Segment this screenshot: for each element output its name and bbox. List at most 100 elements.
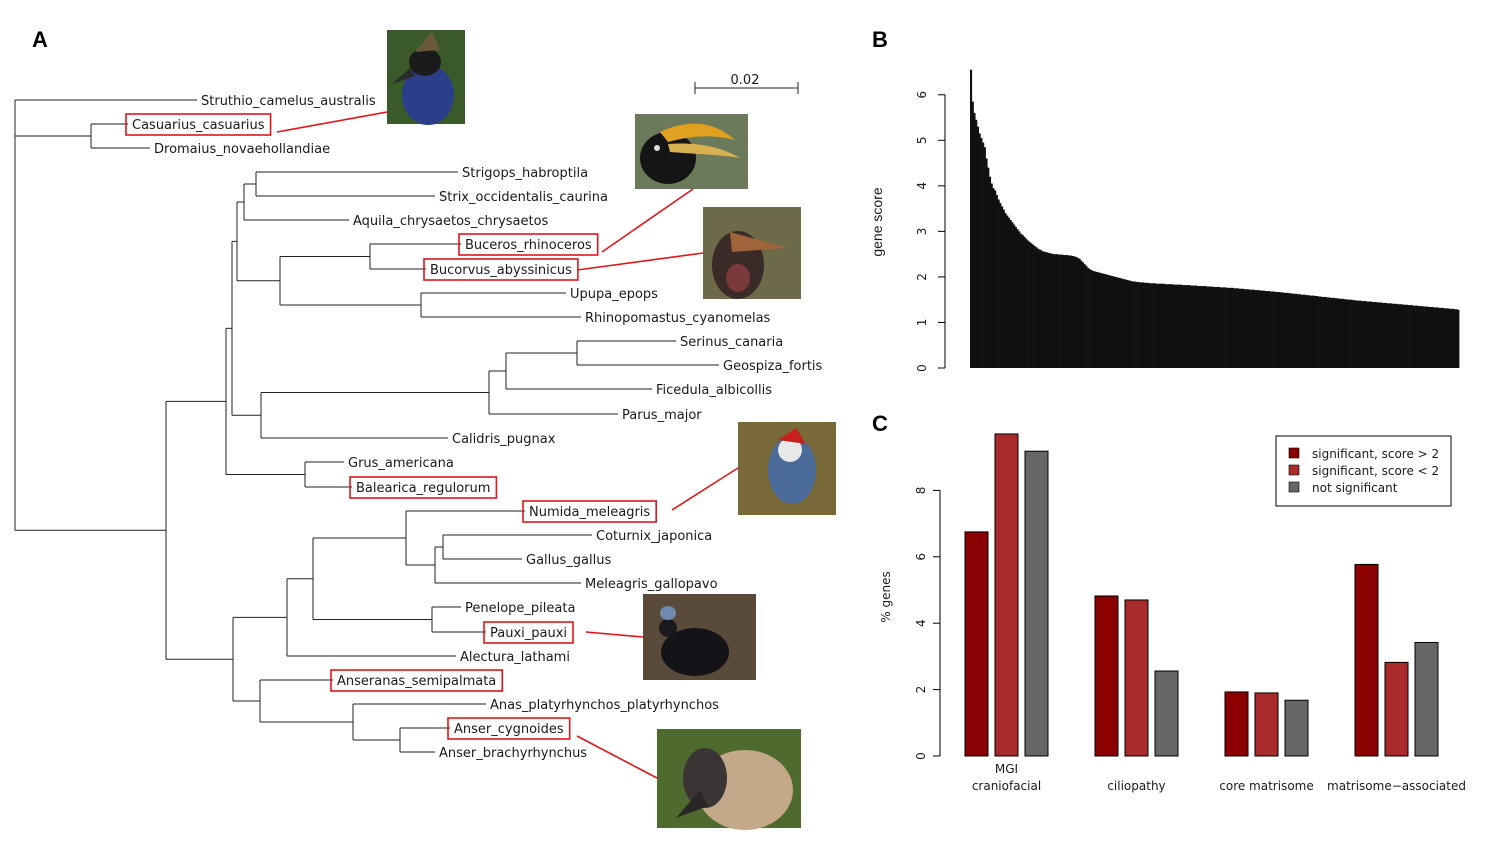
tree-leaf-label: Strix_occidentalis_caurina xyxy=(439,190,608,205)
gene-score-bar xyxy=(1076,257,1079,368)
gene-score-bar xyxy=(1443,308,1446,368)
gene-score-bar xyxy=(1002,209,1005,368)
gene-score-bar xyxy=(1398,304,1401,368)
gene-score-bar xyxy=(1025,238,1028,368)
gene-score-bar xyxy=(975,119,978,368)
gene-score-bar xyxy=(1147,282,1150,368)
gene-score-bar xyxy=(1290,293,1293,368)
gene-score-bar xyxy=(985,158,988,368)
gene-score-bar xyxy=(1155,283,1159,368)
gene-score-bar xyxy=(1329,297,1332,368)
gene-score-bar xyxy=(1014,226,1017,368)
gene-score-bar xyxy=(1372,301,1376,368)
tree-leaf-label: Struthio_camelus_australis xyxy=(201,94,376,109)
gene-score-bar xyxy=(1397,304,1400,368)
gene-score-bar xyxy=(1169,284,1172,368)
tree-leaf-label: Geospiza_fortis xyxy=(723,359,823,374)
gene-score-bar xyxy=(1118,277,1121,368)
gene-score-bar xyxy=(1402,304,1405,368)
gene-score-bar xyxy=(1161,283,1164,368)
gene-score-bar xyxy=(1434,307,1438,368)
tree-leaf-label: Anser_brachyrhynchus xyxy=(439,746,587,761)
gene-score-bar xyxy=(1149,283,1152,368)
gene-score-bar xyxy=(1173,284,1176,368)
gene-score-bar xyxy=(1044,251,1047,368)
gene-score-bar xyxy=(1448,308,1451,368)
gene-score-bar xyxy=(1180,284,1183,368)
gene-score-bar xyxy=(1291,293,1295,368)
gene-score-bar xyxy=(1171,284,1174,368)
gene-score-bar xyxy=(1061,254,1064,368)
gene-score-bar xyxy=(980,138,983,368)
y-tick-label: 2 xyxy=(914,686,928,694)
gene-score-bar xyxy=(1254,290,1257,368)
photo-ground-hornbill xyxy=(703,207,801,299)
gene-score-bar xyxy=(1276,291,1279,368)
gene-score-bar xyxy=(1429,306,1432,368)
gene-score-bar xyxy=(1152,283,1155,368)
category-label: core matrisome xyxy=(1219,779,1314,793)
y-tick-label: 0 xyxy=(914,752,928,760)
gene-score-bar xyxy=(1073,256,1076,368)
gene-score-bar xyxy=(1195,285,1198,368)
y-tick-label: 0 xyxy=(915,364,929,372)
y-tick-label: 3 xyxy=(915,228,929,236)
gene-score-bar xyxy=(1383,302,1386,368)
gene-score-bar xyxy=(1157,283,1160,368)
percent-genes-bar xyxy=(964,531,989,757)
gene-score-bar xyxy=(1226,287,1229,368)
y-tick-label: 5 xyxy=(915,136,929,144)
gene-score-bar xyxy=(1106,274,1109,368)
gene-score-bar xyxy=(973,112,976,368)
percent-genes-bar xyxy=(1154,670,1179,757)
gene-score-bar xyxy=(1364,301,1367,368)
panel-label-a: A xyxy=(32,27,48,52)
gene-score-bar xyxy=(1166,284,1169,368)
legend-swatch xyxy=(1288,481,1300,493)
gene-score-bar xyxy=(1400,304,1403,368)
gene-score-bar xyxy=(1267,291,1270,368)
gene-score-bar xyxy=(1319,296,1322,368)
gene-score-bar xyxy=(1013,224,1016,368)
gene-score-bar xyxy=(1056,254,1059,368)
gene-score-bar xyxy=(1262,290,1265,368)
gene-score-bar xyxy=(1083,264,1086,368)
highlight-box xyxy=(522,500,657,523)
gene-score-bar xyxy=(1391,303,1394,368)
gene-score-bar xyxy=(1242,288,1245,368)
gene-score-bar xyxy=(1004,213,1007,368)
gene-score-bar xyxy=(1376,302,1379,368)
gene-score-bar xyxy=(1228,287,1231,368)
gene-score-bar xyxy=(1095,271,1098,368)
gene-score-bar xyxy=(1410,305,1413,368)
gene-score-bar xyxy=(1099,272,1102,368)
gene-score-bar xyxy=(1421,306,1424,368)
legend-entry: significant, score < 2 xyxy=(1312,464,1439,478)
gene-score-bar xyxy=(1097,272,1100,368)
gene-score-bar xyxy=(1412,305,1415,368)
category-label: MGI xyxy=(995,762,1018,776)
gene-score-bar xyxy=(1403,304,1407,368)
gene-score-bar xyxy=(1433,307,1436,368)
gene-score-bar xyxy=(1026,240,1029,368)
gene-score-bar xyxy=(1231,287,1234,368)
gene-score-bar xyxy=(1293,293,1296,368)
gene-score-bar xyxy=(1245,289,1248,368)
gene-score-bar xyxy=(1455,309,1458,368)
tree-leaf-label: Anser_cygnoides xyxy=(454,722,564,737)
gene-score-bar xyxy=(1040,250,1043,368)
percent-genes-bar xyxy=(1124,599,1149,757)
gene-score-bar xyxy=(1088,269,1091,368)
gene-score-bar xyxy=(1393,303,1396,368)
gene-score-bar xyxy=(1405,304,1408,368)
tree-leaf-label: Casuarius_casuarius xyxy=(132,118,265,133)
gene-score-bar xyxy=(1057,254,1060,368)
gene-score-bar xyxy=(1019,233,1023,368)
tree-leaf-label: Calidris_pugnax xyxy=(452,432,556,447)
gene-score-bar xyxy=(1052,254,1055,368)
gene-score-bar xyxy=(1190,285,1193,368)
photo-cassowary xyxy=(387,30,465,125)
gene-score-bar xyxy=(1347,299,1350,368)
gene-score-bar xyxy=(1264,291,1267,368)
